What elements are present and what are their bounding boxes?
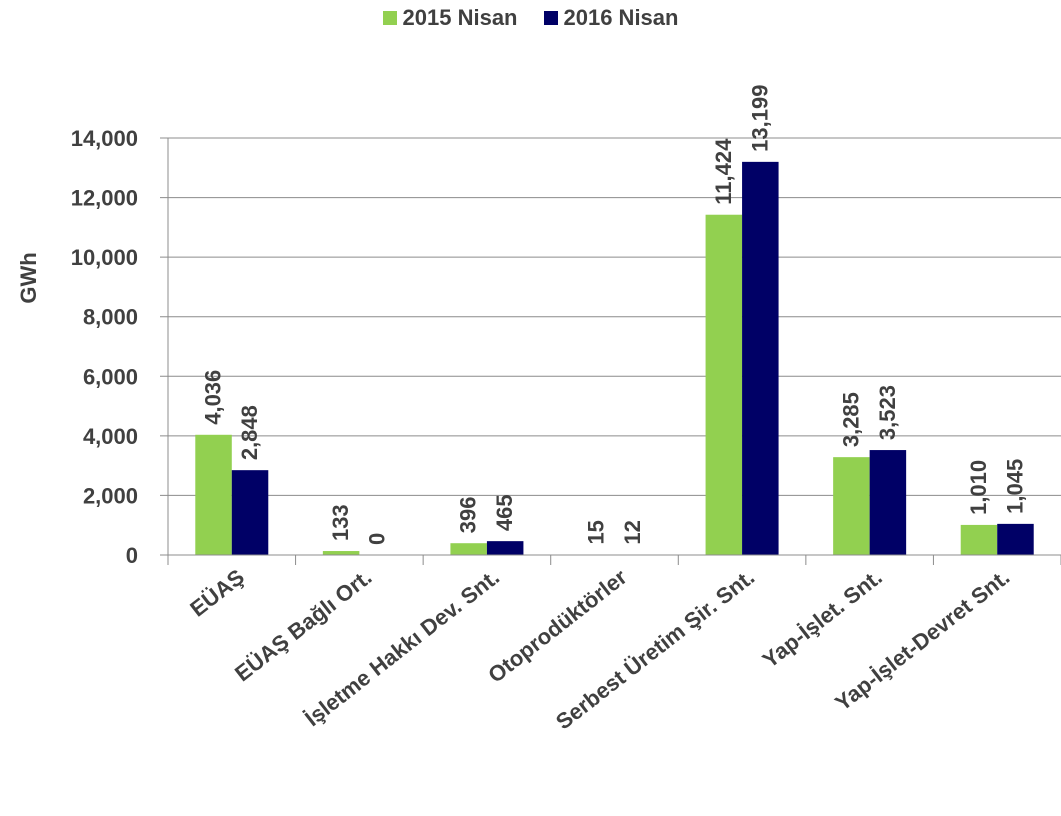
x-category-label: EÜAŞ <box>185 564 249 621</box>
data-label: 3,523 <box>875 385 900 440</box>
bar-2016 <box>486 541 524 555</box>
legend-label-2016: 2016 Nisan <box>563 5 679 30</box>
y-tick-label: 6,000 <box>83 364 138 389</box>
bar-2016 <box>742 161 779 556</box>
legend-swatch-2016 <box>543 11 558 25</box>
legend-item-2015: 2015 Nisan <box>382 5 518 31</box>
y-tick-label: 2,000 <box>83 483 138 508</box>
data-label: 2,848 <box>237 405 262 460</box>
data-label: 3,285 <box>838 392 863 447</box>
data-label: 396 <box>456 496 481 533</box>
bar-2016 <box>997 523 1034 555</box>
x-category-label: Yap-İşlet. Snt. <box>758 564 887 673</box>
bar-2015 <box>450 543 487 555</box>
y-axis-title: GWh <box>16 252 41 303</box>
y-tick-label: 8,000 <box>83 305 138 330</box>
legend-label-2015: 2015 Nisan <box>402 5 518 30</box>
legend-item-2016: 2016 Nisan <box>543 5 679 31</box>
y-tick-label: 14,000 <box>71 126 138 151</box>
bar-2016 <box>231 470 269 555</box>
bar-2015 <box>833 457 870 555</box>
bar-2016 <box>869 450 907 555</box>
data-label: 1,010 <box>966 460 991 515</box>
data-label: 133 <box>328 504 353 541</box>
y-tick-label: 10,000 <box>71 245 138 270</box>
bar-2015 <box>705 214 743 555</box>
bar-2015 <box>322 551 360 555</box>
chart-legend: 2015 Nisan 2016 Nisan <box>0 5 1061 31</box>
y-tick-label: 4,000 <box>83 424 138 449</box>
data-label: 12 <box>620 520 645 544</box>
bar-2015 <box>960 524 998 555</box>
bar-2015 <box>195 434 232 555</box>
data-label: 4,036 <box>201 370 226 425</box>
data-label: 11,424 <box>711 138 736 205</box>
legend-swatch-2015 <box>382 11 397 25</box>
y-tick-label: 0 <box>126 543 138 568</box>
y-tick-label: 12,000 <box>71 186 138 211</box>
data-label: 13,199 <box>747 85 772 152</box>
data-label: 0 <box>365 533 390 545</box>
data-label: 15 <box>583 520 608 544</box>
data-label: 1,045 <box>1002 459 1027 514</box>
data-label: 465 <box>492 494 517 531</box>
